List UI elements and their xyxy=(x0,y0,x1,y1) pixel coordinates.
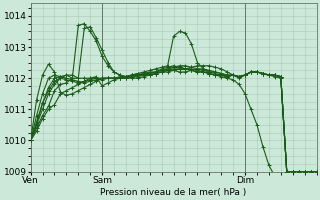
X-axis label: Pression niveau de la mer( hPa ): Pression niveau de la mer( hPa ) xyxy=(100,188,247,197)
